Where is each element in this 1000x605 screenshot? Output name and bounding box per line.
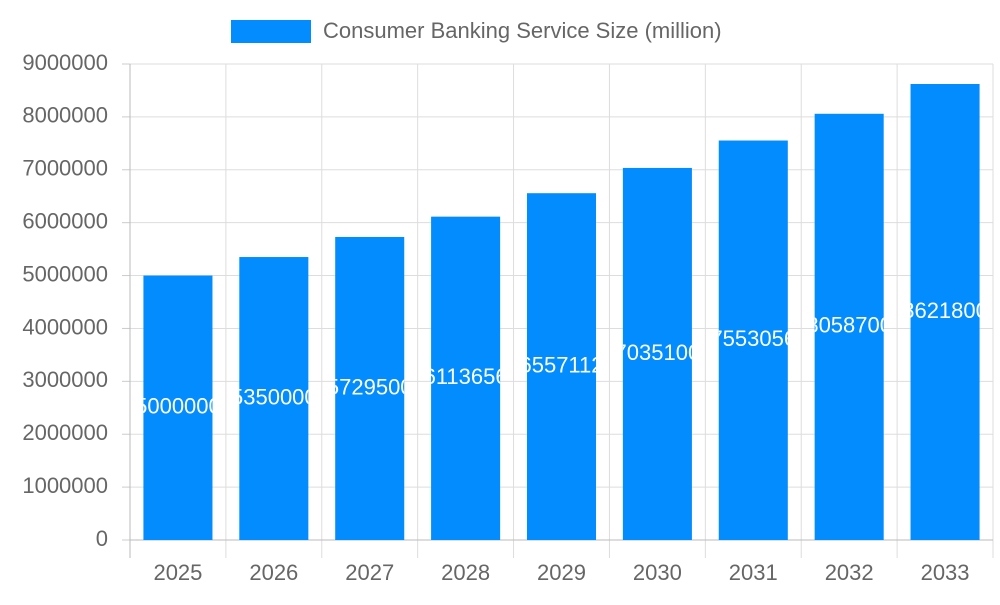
y-tick-label: 2000000 — [22, 420, 108, 445]
data-label: 5350000 — [231, 384, 317, 409]
data-label: 7553056 — [710, 326, 796, 351]
bar — [718, 140, 788, 540]
y-tick-label: 4000000 — [22, 314, 108, 339]
bar — [526, 193, 597, 540]
x-tick-label: 2029 — [537, 560, 586, 585]
bar — [814, 113, 884, 541]
x-tick-label: 2025 — [153, 560, 202, 585]
bar — [239, 257, 309, 540]
data-label: 5729500 — [327, 374, 413, 399]
y-tick-label: 1000000 — [22, 473, 108, 498]
bar — [910, 84, 980, 541]
y-tick-label: 8000000 — [22, 103, 108, 128]
bar — [431, 216, 501, 541]
x-tick-label: 2030 — [633, 560, 682, 585]
bar — [622, 167, 692, 540]
x-tick-label: 2028 — [441, 560, 490, 585]
y-tick-label: 0 — [96, 526, 108, 551]
bar — [143, 275, 213, 540]
y-tick-label: 9000000 — [22, 50, 108, 75]
bar — [335, 236, 405, 540]
data-label: 8621800 — [902, 298, 988, 323]
legend-swatch — [231, 20, 311, 43]
x-tick-label: 2032 — [825, 560, 874, 585]
x-tick-label: 2033 — [921, 560, 970, 585]
data-label: 6113656 — [424, 364, 508, 389]
x-tick-label: 2031 — [729, 560, 778, 585]
data-label: 6557112 — [519, 352, 603, 377]
data-label: 8058700 — [806, 313, 892, 338]
y-tick-label: 3000000 — [22, 367, 108, 392]
legend-label: Consumer Banking Service Size (million) — [323, 18, 722, 43]
x-tick-label: 2027 — [345, 560, 394, 585]
y-tick-label: 6000000 — [22, 208, 108, 233]
y-tick-label: 5000000 — [22, 261, 108, 286]
y-tick-label: 7000000 — [22, 156, 108, 181]
x-tick-label: 2026 — [249, 560, 298, 585]
data-label: 5000000 — [135, 394, 221, 419]
data-label: 7035100 — [615, 340, 701, 365]
